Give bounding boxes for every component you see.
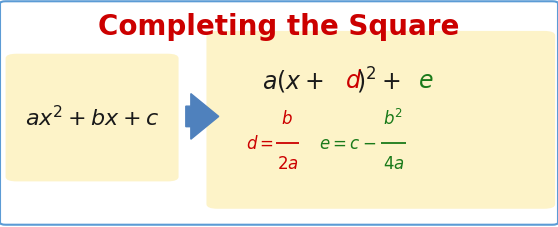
Text: $e=c-$: $e=c-$ xyxy=(320,134,377,152)
Text: $e$: $e$ xyxy=(418,69,434,93)
FancyBboxPatch shape xyxy=(6,54,179,182)
Text: $)^2+$: $)^2+$ xyxy=(356,66,401,96)
Text: $4a$: $4a$ xyxy=(383,155,404,172)
Text: $a(x+$: $a(x+$ xyxy=(262,68,324,94)
FancyBboxPatch shape xyxy=(206,32,555,209)
Text: $2a$: $2a$ xyxy=(277,155,298,172)
Text: $ax^2 + bx + c$: $ax^2 + bx + c$ xyxy=(25,104,159,129)
Text: $b$: $b$ xyxy=(281,109,294,127)
Text: $d$: $d$ xyxy=(345,69,362,93)
Polygon shape xyxy=(186,94,219,140)
Text: $d=$: $d=$ xyxy=(246,134,273,152)
Text: Completing the Square: Completing the Square xyxy=(98,13,460,41)
Text: $b^2$: $b^2$ xyxy=(383,108,403,128)
